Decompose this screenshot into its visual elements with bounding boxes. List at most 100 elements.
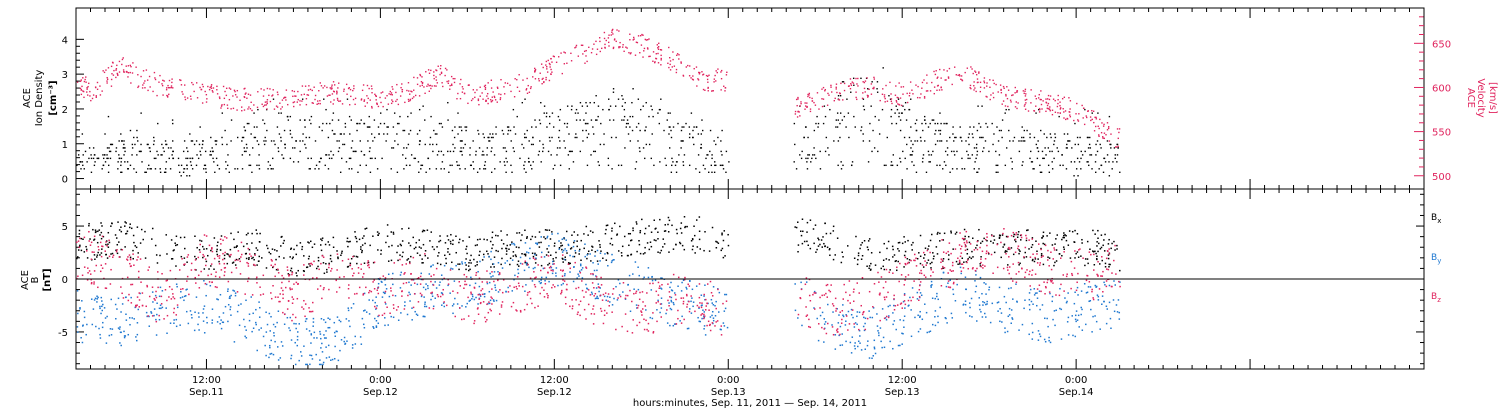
bx-point xyxy=(458,238,461,241)
bx-point xyxy=(420,247,422,249)
by-point xyxy=(354,335,356,338)
bx-point xyxy=(337,257,339,260)
bx-point xyxy=(954,233,957,235)
by-point xyxy=(916,291,919,294)
by-point xyxy=(240,303,242,305)
by-point xyxy=(229,297,231,300)
density-point xyxy=(835,119,838,121)
density-point xyxy=(571,150,573,153)
density-point xyxy=(436,154,439,156)
density-point xyxy=(713,140,715,142)
bx-point xyxy=(176,243,179,246)
bx-point xyxy=(1035,240,1037,242)
velocity-point xyxy=(527,84,529,87)
velocity-point xyxy=(983,81,986,84)
velocity-point xyxy=(268,94,270,97)
by-point xyxy=(670,296,673,299)
density-point xyxy=(1066,133,1069,135)
velocity-point xyxy=(808,92,811,95)
velocity-point xyxy=(611,29,613,32)
bx-point xyxy=(309,240,312,243)
bx-point xyxy=(668,219,671,222)
velocity-point xyxy=(923,95,926,98)
velocity-point xyxy=(204,90,206,93)
bx-point xyxy=(444,254,446,257)
bx-point xyxy=(436,262,439,265)
bx-point xyxy=(322,262,325,264)
density-point xyxy=(806,168,809,170)
velocity-point xyxy=(1092,110,1095,112)
by-point xyxy=(1110,327,1112,330)
b-tick-label: 5 xyxy=(62,222,68,233)
bx-point xyxy=(727,244,730,247)
velocity-point xyxy=(1103,123,1105,126)
velocity-point xyxy=(472,89,475,91)
velocity-point xyxy=(184,98,187,101)
bx-point xyxy=(523,253,526,256)
density-point xyxy=(637,98,640,100)
density-point xyxy=(1013,136,1016,139)
density-point xyxy=(287,119,290,121)
velocity-point xyxy=(831,91,833,93)
by-point xyxy=(290,339,293,341)
bx-point xyxy=(972,256,974,258)
bx-point xyxy=(100,231,103,234)
density-point xyxy=(688,126,691,128)
bx-point xyxy=(648,248,651,251)
bx-point xyxy=(234,264,237,266)
density-point xyxy=(905,119,908,121)
density-point xyxy=(715,164,717,167)
density-point xyxy=(482,133,484,135)
by-point xyxy=(920,294,923,297)
density-point xyxy=(1069,140,1071,142)
velocity-point xyxy=(244,93,246,95)
velocity-point xyxy=(675,68,678,71)
velocity-point xyxy=(885,84,887,87)
density-point xyxy=(672,161,674,163)
density-point xyxy=(165,171,167,173)
bx-point xyxy=(465,248,467,250)
density-point xyxy=(867,161,870,163)
velocity-point xyxy=(195,82,198,84)
bx-point xyxy=(94,229,97,231)
top-panel-frame xyxy=(75,7,1425,190)
density-point xyxy=(227,154,229,156)
by-point xyxy=(956,283,958,286)
bx-point xyxy=(611,244,614,246)
bx-point xyxy=(424,254,427,257)
density-point xyxy=(403,168,405,170)
by-point xyxy=(1074,318,1077,321)
by-point xyxy=(715,300,717,303)
velocity-point xyxy=(421,76,423,78)
by-point xyxy=(304,320,307,323)
velocity-point xyxy=(292,101,294,104)
bx-point xyxy=(194,255,196,258)
bx-point xyxy=(458,241,460,244)
density-point xyxy=(253,126,256,128)
velocity-point xyxy=(1024,103,1026,106)
velocity-point xyxy=(948,67,951,70)
velocity-point xyxy=(461,91,464,93)
by-point xyxy=(483,293,485,295)
velocity-point xyxy=(1103,137,1106,140)
velocity-point xyxy=(250,101,252,104)
by-point xyxy=(98,327,100,330)
density-point xyxy=(929,122,931,125)
by-point xyxy=(882,336,885,339)
density-point xyxy=(360,119,362,121)
density-point xyxy=(339,133,342,135)
velocity-point xyxy=(260,88,262,90)
bx-point xyxy=(449,240,452,243)
density-point xyxy=(910,140,912,142)
by-point xyxy=(563,237,565,239)
by-point xyxy=(252,327,255,329)
density-point xyxy=(162,147,164,149)
velocity-point xyxy=(263,89,265,91)
velocity-point xyxy=(1078,113,1080,115)
velocity-point xyxy=(476,89,478,91)
density-point xyxy=(258,164,260,167)
velocity-point xyxy=(494,99,497,101)
by-point xyxy=(613,259,615,261)
by-point xyxy=(722,322,725,324)
velocity-point xyxy=(716,71,718,74)
